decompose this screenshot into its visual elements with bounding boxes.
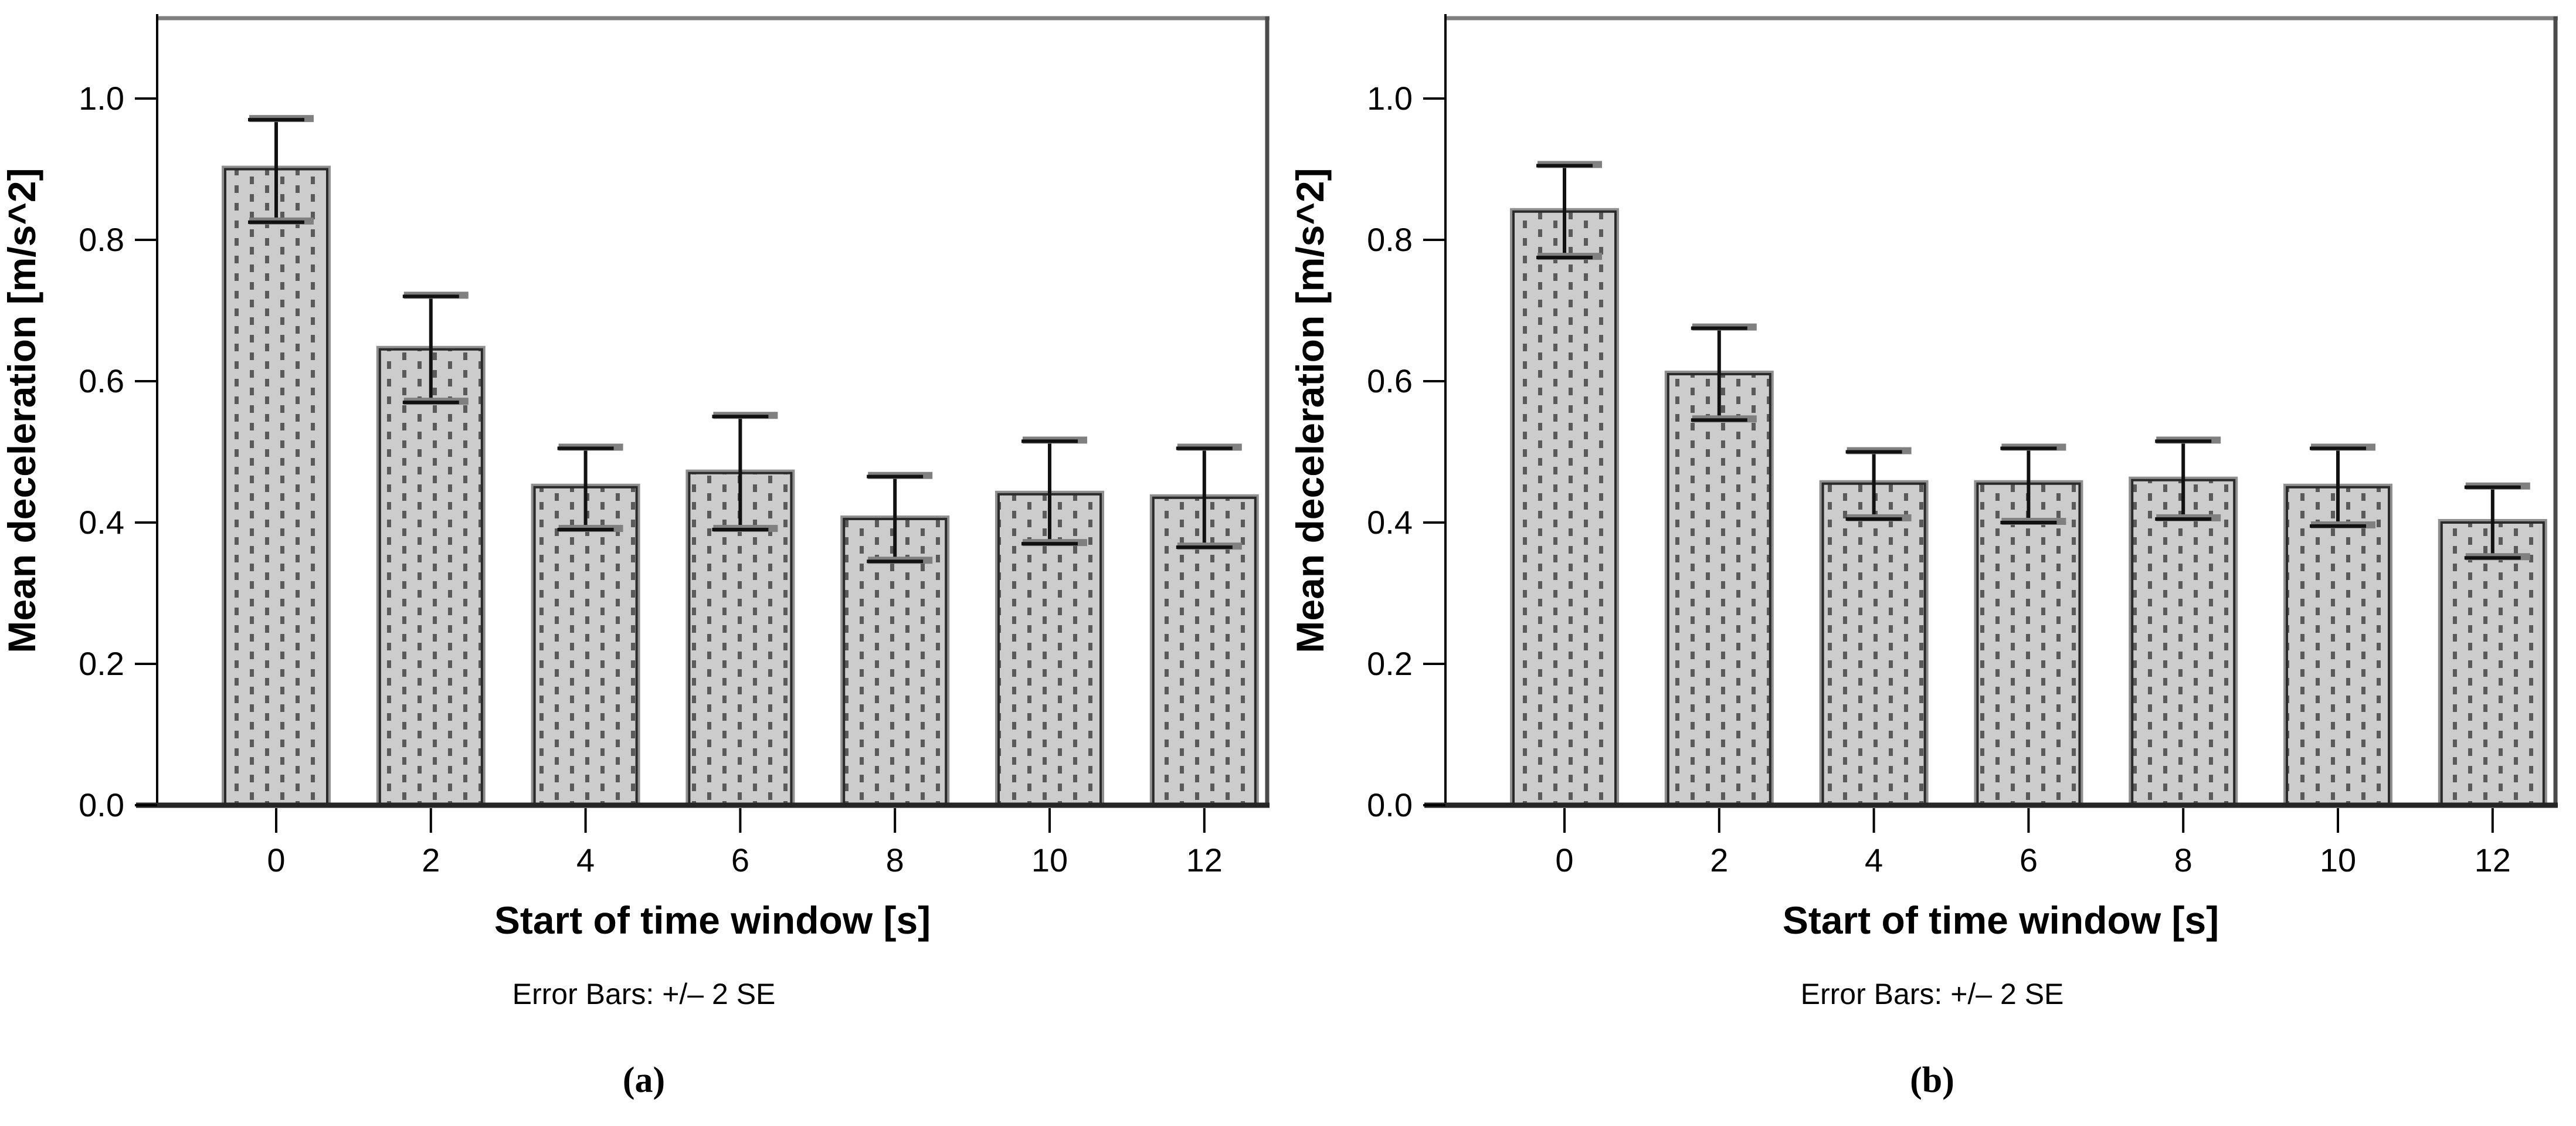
- bar: [1512, 210, 1617, 806]
- y-tick-label: 0.4: [1367, 504, 1413, 541]
- x-tick-label: 2: [1710, 842, 1728, 879]
- x-tick-label: 12: [1186, 842, 1223, 879]
- y-tick-label: 1.0: [79, 80, 124, 117]
- bars-group-b: [1510, 208, 2547, 806]
- y-tick-label: 1.0: [1367, 80, 1413, 117]
- error-bars-footnote: Error Bars: +/– 2 SE: [1801, 978, 2064, 1010]
- y-ticks-a: 0.0 0.2 0.4 0.6 0.8 1.0: [79, 80, 157, 823]
- x-tick-label: 4: [576, 842, 595, 879]
- x-tick-label: 10: [2320, 842, 2356, 879]
- bar: [224, 168, 328, 806]
- bar-chart-b: 0.0 0.2 0.4 0.6 0.8 1.0 0 2 4 6 8 10 12 Mean decele…: [1288, 14, 2558, 1100]
- bar-chart-a: 0.0 0.2 0.4 0.6 0.8 1.0 0 2 4 6 8 10 12 Mean decele…: [0, 14, 1270, 1100]
- y-ticks-b: 0.0 0.2 0.4 0.6 0.8 1.0: [1367, 80, 1445, 823]
- y-tick-label: 0.0: [79, 786, 124, 823]
- y-axis-title: Mean deceleration [m/s^2]: [0, 168, 43, 653]
- x-tick-label: 12: [2475, 842, 2511, 879]
- y-tick-label: 0.6: [1367, 362, 1413, 399]
- x-tick-label: 8: [2174, 842, 2193, 879]
- x-tick-label: 2: [422, 842, 440, 879]
- y-axis-title: Mean deceleration [m/s^2]: [1288, 168, 1332, 653]
- panel-label-a: (a): [623, 1060, 665, 1100]
- bar: [997, 493, 1102, 806]
- plot-frame-b: [1424, 14, 2558, 808]
- bar: [1667, 372, 1771, 806]
- error-bars-footnote: Error Bars: +/– 2 SE: [513, 978, 776, 1010]
- bar: [2131, 479, 2236, 806]
- panel-a: 0.0 0.2 0.4 0.6 0.8 1.0 0 2 4 6 8 10 12 Mean decele…: [0, 14, 1270, 1100]
- y-tick-label: 0.8: [1367, 221, 1413, 258]
- x-axis-title: Start of time window [s]: [494, 898, 931, 942]
- bar: [378, 348, 483, 806]
- x-axis-title: Start of time window [s]: [1783, 898, 2219, 942]
- y-tick-label: 0.4: [79, 504, 124, 541]
- panel-label-b: (b): [1910, 1060, 1954, 1100]
- bar: [2440, 521, 2545, 806]
- x-tick-label: 4: [1865, 842, 1883, 879]
- error-bars-group-b: [1536, 161, 2530, 561]
- bar: [533, 486, 638, 806]
- error-bars-group-a: [248, 115, 1242, 564]
- bar: [1976, 482, 2081, 806]
- y-tick-label: 0.2: [79, 645, 124, 682]
- x-tick-label: 8: [886, 842, 904, 879]
- y-tick-label: 0.6: [79, 362, 124, 399]
- bar: [2286, 486, 2390, 806]
- panel-b: 0.0 0.2 0.4 0.6 0.8 1.0 0 2 4 6 8 10 12 Mean decele…: [1288, 0, 2576, 1126]
- x-tick-label: 0: [267, 842, 285, 879]
- y-tick-label: 0.8: [79, 221, 124, 258]
- x-ticks-a: 0 2 4 6 8 10 12: [267, 808, 1223, 879]
- x-ticks-b: 0 2 4 6 8 10 12: [1555, 808, 2511, 879]
- x-tick-label: 6: [2020, 842, 2038, 879]
- plot-frame-a: [136, 14, 1270, 808]
- bar: [1821, 482, 1926, 806]
- x-tick-label: 6: [731, 842, 749, 879]
- y-tick-label: 0.2: [1367, 645, 1413, 682]
- y-tick-label: 0.0: [1367, 786, 1413, 823]
- x-tick-label: 0: [1555, 842, 1573, 879]
- x-tick-label: 10: [1031, 842, 1068, 879]
